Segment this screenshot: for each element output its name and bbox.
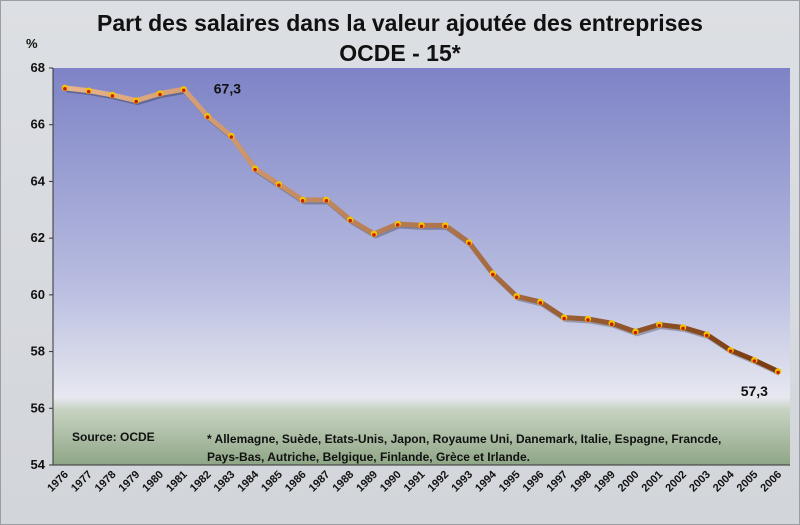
x-tick-label: 2001 [640,469,666,495]
data-point-center [491,272,495,277]
data-point-center [395,223,400,227]
data-point-center [110,94,115,98]
x-tick-label: 1997 [544,469,570,495]
data-point-center [704,333,709,338]
data-label: 67,3 [214,80,241,96]
y-unit-label: % [26,36,38,51]
x-tick-label: 1991 [402,469,428,495]
data-point-center [657,323,662,328]
x-tick-label: 1998 [568,469,594,495]
x-tick-label: 1976 [45,469,71,495]
data-point-center [633,330,638,335]
x-tick-label: 1983 [212,469,238,495]
data-point-center [348,218,352,223]
data-point-center [134,99,139,104]
y-tick-label: 68 [31,60,45,75]
x-tick-label: 2005 [735,469,761,495]
x-tick-label: 1981 [164,469,190,495]
data-point-center [63,87,67,91]
x-tick-label: 1978 [93,469,119,495]
source-note: Source: OCDE [72,430,155,444]
chart-title: Part des salaires dans la valeur ajoutée… [0,8,800,68]
data-point-center [728,349,733,353]
data-label: 57,3 [741,383,768,399]
y-tick-label: 58 [31,344,45,359]
title-line-1: Part des salaires dans la valeur ajoutée… [97,10,703,36]
x-tick-label: 1996 [521,469,547,495]
data-point-center [609,322,614,327]
data-point-center [158,92,162,97]
data-point-center [681,326,685,331]
x-tick-label: 1979 [117,469,143,495]
data-point-center [253,167,257,172]
x-tick-label: 1988 [331,469,357,495]
data-point-center [467,241,471,246]
x-tick-label: 1984 [235,468,261,494]
x-tick-label: 1992 [426,469,452,495]
data-point-center [372,233,376,237]
x-tick-label: 1985 [259,469,285,495]
y-tick-label: 62 [31,230,45,245]
data-point-center [514,295,519,300]
data-point-center [277,183,281,188]
x-tick-label: 2000 [616,469,642,495]
y-tick-label: 54 [31,457,46,472]
y-tick-label: 56 [31,400,45,415]
x-tick-label: 2004 [711,468,737,494]
data-point-center [752,359,757,363]
data-point-center [300,199,305,203]
x-tick-label: 1994 [473,468,499,494]
x-tick-label: 1987 [307,469,333,495]
x-tick-label: 1999 [592,469,618,495]
x-tick-label: 1986 [283,469,309,495]
data-point-center [538,301,543,305]
x-tick-label: 2003 [687,469,713,495]
data-point-center [205,115,210,120]
x-tick-label: 1980 [140,469,166,495]
y-tick-label: 64 [31,173,46,188]
data-point-center [443,224,448,229]
data-point-center [562,316,566,321]
plot-area [53,68,790,465]
data-point-center [229,135,234,139]
x-tick-label: 1995 [497,469,523,495]
data-point-center [324,199,329,203]
title-line-2: OCDE - 15* [339,40,461,66]
data-point-center [586,318,590,322]
x-tick-label: 1993 [449,469,475,495]
y-tick-label: 66 [31,117,45,132]
data-point-center [776,370,780,375]
y-tick-label: 60 [31,287,45,302]
x-tick-label: 2006 [758,469,784,495]
x-tick-label: 1989 [354,469,380,495]
data-point-center [419,224,424,229]
x-tick-label: 1977 [69,469,95,495]
x-tick-label: 2002 [663,469,689,495]
data-point-center [86,89,91,94]
x-tick-label: 1990 [378,469,404,495]
footnote: * Allemagne, Suède, Etats-Unis, Japon, R… [207,432,722,464]
data-point-center [181,88,186,93]
x-tick-label: 1982 [188,469,214,495]
